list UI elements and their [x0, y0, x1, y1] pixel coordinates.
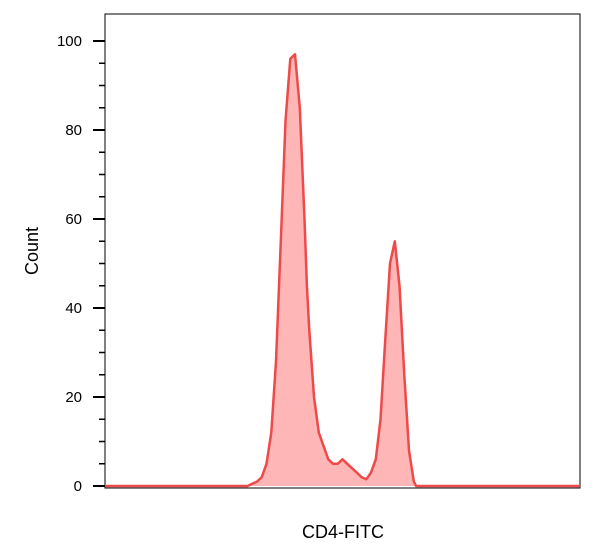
y-tick-label: 80	[65, 122, 82, 139]
y-axis-label: Count	[22, 227, 42, 275]
y-axis: 0 20 40 60 80 100	[57, 33, 105, 495]
y-tick-label: 60	[65, 211, 82, 228]
x-axis-label: CD4-FITC	[302, 522, 384, 542]
y-tick-label: 20	[65, 389, 82, 406]
plot-frame	[104, 13, 581, 489]
series-line-0	[105, 53, 580, 488]
y-tick-label: 40	[65, 300, 82, 317]
series-group	[105, 53, 580, 488]
series-area-0	[105, 54, 580, 487]
y-tick-label: 100	[57, 33, 82, 50]
plot-frame-rect	[104, 13, 581, 489]
y-tick-label: 0	[74, 478, 82, 495]
